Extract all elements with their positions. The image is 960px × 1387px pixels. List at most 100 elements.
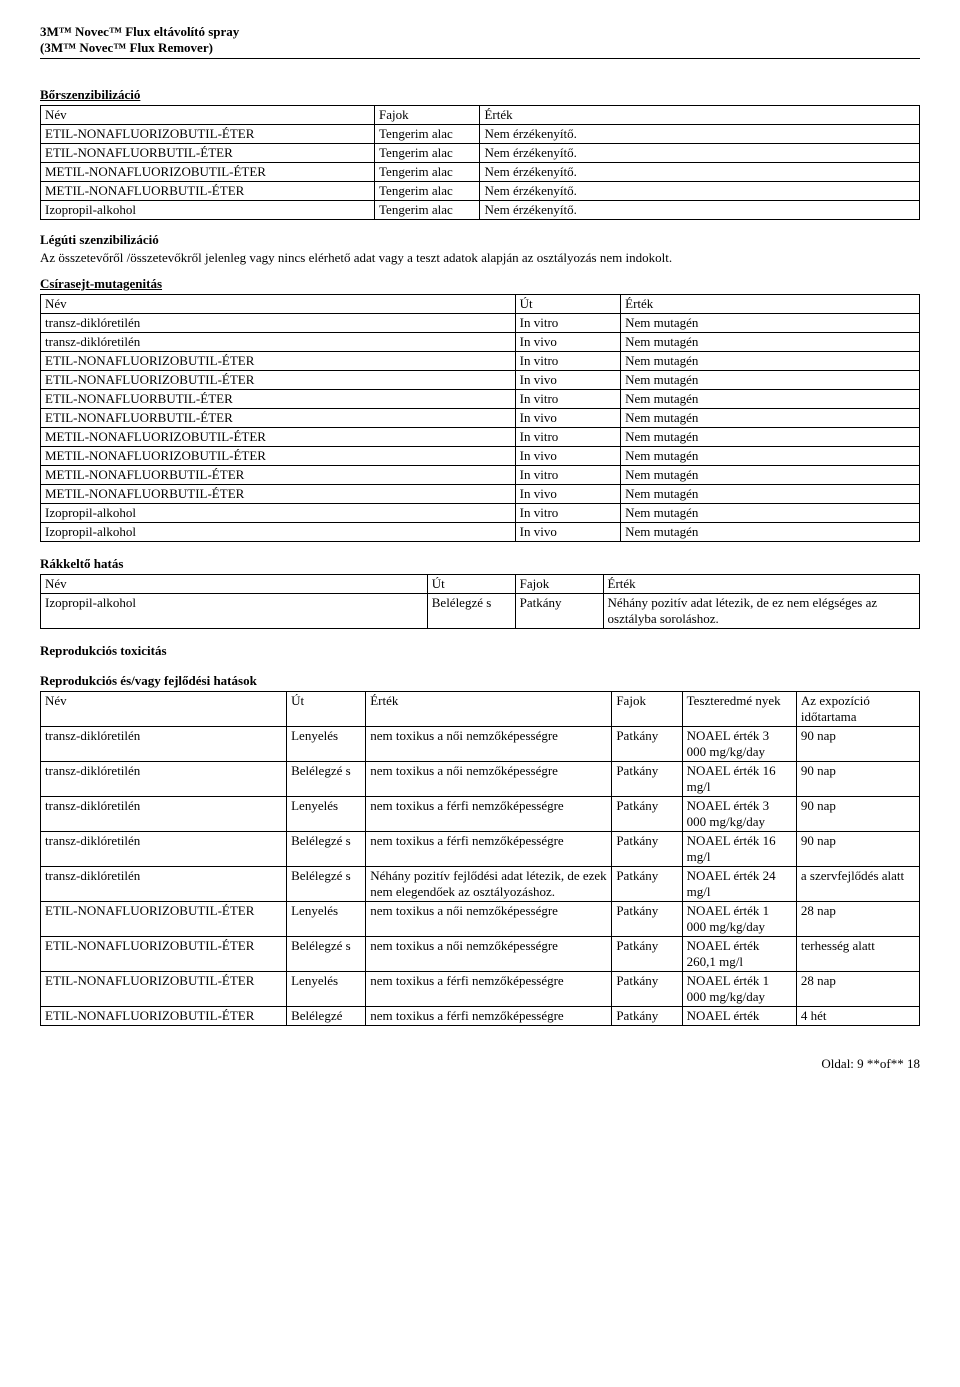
- table-cell: transz-diklóretilén: [41, 333, 516, 352]
- table-cell: In vivo: [515, 485, 620, 504]
- table-row: METIL-NONAFLUORBUTIL-ÉTERIn vitroNem mut…: [41, 466, 920, 485]
- table-cell: Néhány pozitív fejlődési adat létezik, d…: [366, 867, 612, 902]
- table-cell: 4 hét: [796, 1007, 919, 1026]
- table-cell: NOAEL érték: [682, 1007, 796, 1026]
- table-row: Izopropil-alkoholTengerim alacNem érzéke…: [41, 201, 920, 220]
- table-cell: ETIL-NONAFLUORIZOBUTIL-ÉTER: [41, 352, 516, 371]
- table-cell: Belélegzé s: [427, 594, 515, 629]
- table-row: ETIL-NONAFLUORBUTIL-ÉTERIn vivoNem mutag…: [41, 409, 920, 428]
- table-cell: 90 nap: [796, 797, 919, 832]
- table-cell: 90 nap: [796, 727, 919, 762]
- table-cell: nem toxikus a férfi nemzőképességre: [366, 972, 612, 1007]
- table-cell: transz-diklóretilén: [41, 867, 287, 902]
- table-cell: NOAEL érték 16 mg/l: [682, 832, 796, 867]
- table-cell: In vitro: [515, 352, 620, 371]
- table-cell: nem toxikus a női nemzőképességre: [366, 727, 612, 762]
- table-row: ETIL-NONAFLUORIZOBUTIL-ÉTERBelélegzé sne…: [41, 937, 920, 972]
- document-header: 3M™ Novec™ Flux eltávolító spray (3M™ No…: [40, 24, 920, 59]
- table-cell: ETIL-NONAFLUORIZOBUTIL-ÉTER: [41, 125, 375, 144]
- table-cell: In vivo: [515, 371, 620, 390]
- table-cell: METIL-NONAFLUORIZOBUTIL-ÉTER: [41, 428, 516, 447]
- table-cell: Patkány: [612, 867, 682, 902]
- table-cell: Belélegzé s: [287, 937, 366, 972]
- table-cell: NOAEL érték 3 000 mg/kg/day: [682, 797, 796, 832]
- table-cell: Tengerim alac: [375, 125, 480, 144]
- table-cell: ETIL-NONAFLUORIZOBUTIL-ÉTER: [41, 902, 287, 937]
- table-cell: Patkány: [612, 762, 682, 797]
- col-expo: Az expozíció időtartama: [796, 692, 919, 727]
- table-cell: ETIL-NONAFLUORIZOBUTIL-ÉTER: [41, 937, 287, 972]
- table-row: ETIL-NONAFLUORIZOBUTIL-ÉTERLenyelésnem t…: [41, 972, 920, 1007]
- table-cell: In vivo: [515, 447, 620, 466]
- table-row: METIL-NONAFLUORBUTIL-ÉTERTengerim alacNe…: [41, 182, 920, 201]
- col-nev: Név: [41, 295, 516, 314]
- page-footer: Oldal: 9 **of** 18: [40, 1056, 920, 1072]
- table-cell: Nem érzékenyítő.: [480, 182, 920, 201]
- table-cell: 28 nap: [796, 902, 919, 937]
- table-cell: Néhány pozitív adat létezik, de ez nem e…: [603, 594, 919, 629]
- col-nev: Név: [41, 692, 287, 727]
- table-row: ETIL-NONAFLUORIZOBUTIL-ÉTERIn vitroNem m…: [41, 352, 920, 371]
- table-cell: Nem mutagén: [621, 523, 920, 542]
- col-ut: Út: [515, 295, 620, 314]
- table-cell: nem toxikus a női nemzőképességre: [366, 902, 612, 937]
- table-cell: Nem mutagén: [621, 390, 920, 409]
- table-cell: Lenyelés: [287, 727, 366, 762]
- table-cell: In vivo: [515, 333, 620, 352]
- col-ertek: Érték: [621, 295, 920, 314]
- table-row: ETIL-NONAFLUORIZOBUTIL-ÉTERTengerim alac…: [41, 125, 920, 144]
- table-cell: nem toxikus a férfi nemzőképességre: [366, 797, 612, 832]
- table-cell: Belélegzé s: [287, 832, 366, 867]
- table-cell: nem toxikus a férfi nemzőképességre: [366, 832, 612, 867]
- table-cell: Belélegzé: [287, 1007, 366, 1026]
- table-row: Izopropil-alkoholBelélegzé sPatkányNéhán…: [41, 594, 920, 629]
- section4-table: Név Út Fajok Érték Izopropil-alkoholBelé…: [40, 574, 920, 629]
- table-cell: Patkány: [612, 902, 682, 937]
- table-row: transz-diklóretilénBelélegzé snem toxiku…: [41, 762, 920, 797]
- col-ertek: Érték: [366, 692, 612, 727]
- table-row: METIL-NONAFLUORBUTIL-ÉTERIn vivoNem muta…: [41, 485, 920, 504]
- table-row: ETIL-NONAFLUORIZOBUTIL-ÉTERLenyelésnem t…: [41, 902, 920, 937]
- table-cell: a szervfejlődés alatt: [796, 867, 919, 902]
- section3-table: Név Út Érték transz-diklóretilénIn vitro…: [40, 294, 920, 542]
- table-cell: Nem mutagén: [621, 504, 920, 523]
- table-cell: NOAEL érték 260,1 mg/l: [682, 937, 796, 972]
- table-cell: Nem érzékenyítő.: [480, 125, 920, 144]
- table-cell: Patkány: [612, 727, 682, 762]
- table-cell: nem toxikus a női nemzőképességre: [366, 762, 612, 797]
- table-cell: In vitro: [515, 314, 620, 333]
- table-row: Izopropil-alkoholIn vitroNem mutagén: [41, 504, 920, 523]
- table-cell: Nem mutagén: [621, 333, 920, 352]
- section2-text: Az összetevőről /összetevőkről jelenleg …: [40, 250, 920, 266]
- table-row: transz-diklóretilénIn vitroNem mutagén: [41, 314, 920, 333]
- col-ertek: Érték: [480, 106, 920, 125]
- table-cell: Tengerim alac: [375, 182, 480, 201]
- table-cell: Izopropil-alkohol: [41, 594, 428, 629]
- table-cell: ETIL-NONAFLUORIZOBUTIL-ÉTER: [41, 972, 287, 1007]
- table-cell: METIL-NONAFLUORBUTIL-ÉTER: [41, 182, 375, 201]
- table-cell: Nem mutagén: [621, 447, 920, 466]
- table-row: METIL-NONAFLUORIZOBUTIL-ÉTERIn vitroNem …: [41, 428, 920, 447]
- table-cell: ETIL-NONAFLUORBUTIL-ÉTER: [41, 144, 375, 163]
- table-cell: Lenyelés: [287, 902, 366, 937]
- table-row: transz-diklóretilénBelélegzé snem toxiku…: [41, 832, 920, 867]
- table-row: METIL-NONAFLUORIZOBUTIL-ÉTERIn vivoNem m…: [41, 447, 920, 466]
- section3-title: Csírasejt-mutagenitás: [40, 276, 920, 292]
- table-cell: nem toxikus a férfi nemzőképességre: [366, 1007, 612, 1026]
- section2-title: Légúti szenzibilizáció: [40, 232, 920, 248]
- table-cell: In vivo: [515, 523, 620, 542]
- table-cell: transz-diklóretilén: [41, 832, 287, 867]
- table-row: METIL-NONAFLUORIZOBUTIL-ÉTERTengerim ala…: [41, 163, 920, 182]
- table-cell: 28 nap: [796, 972, 919, 1007]
- header-line2: (3M™ Novec™ Flux Remover): [40, 40, 920, 56]
- section4-title: Rákkeltő hatás: [40, 556, 920, 572]
- table-cell: Nem mutagén: [621, 314, 920, 333]
- table-cell: Lenyelés: [287, 797, 366, 832]
- table-cell: In vivo: [515, 409, 620, 428]
- table-cell: Patkány: [515, 594, 603, 629]
- table-cell: Nem mutagén: [621, 371, 920, 390]
- col-ut: Út: [287, 692, 366, 727]
- table-cell: transz-diklóretilén: [41, 727, 287, 762]
- table-cell: transz-diklóretilén: [41, 314, 516, 333]
- table-header-row: Név Út Érték Fajok Teszteredmé nyek Az e…: [41, 692, 920, 727]
